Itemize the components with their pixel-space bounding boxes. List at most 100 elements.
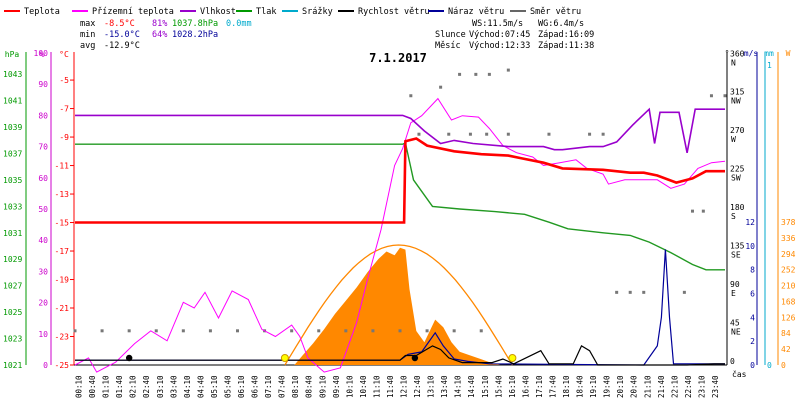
direction-tick-label: NW bbox=[731, 97, 741, 106]
solar-axis-unit: W bbox=[786, 49, 791, 58]
time-tick-label: 18:10 bbox=[562, 375, 571, 398]
wind-direction-dot bbox=[344, 329, 348, 333]
wind-tick-label: 8 bbox=[750, 266, 755, 275]
wind-direction-dot bbox=[682, 290, 686, 294]
solar-radiation-area bbox=[294, 247, 501, 365]
humidity-tick-label: 20 bbox=[38, 299, 48, 308]
direction-tick-label: 270 bbox=[730, 126, 745, 135]
temperature-tick-label: -19 bbox=[55, 276, 70, 285]
time-tick-label: 12:10 bbox=[400, 375, 409, 398]
sunrise-time: Východ:07:45 bbox=[469, 30, 530, 40]
time-tick-label: 14:40 bbox=[467, 375, 476, 398]
wind-speed-max: WS:11.5m/s bbox=[472, 19, 523, 29]
time-axis-label: čas bbox=[732, 369, 747, 379]
wind-direction-dot bbox=[371, 329, 375, 333]
time-tick-label: 12:40 bbox=[413, 375, 422, 398]
solar-tick-label: 84 bbox=[781, 329, 791, 338]
stats-min-temp: -15.0°C bbox=[104, 30, 140, 40]
time-tick-label: 15:40 bbox=[494, 375, 503, 398]
stats-max-hum: 81% bbox=[152, 19, 167, 29]
time-tick-label: 11:10 bbox=[372, 375, 381, 398]
wind-tick-label: 0 bbox=[750, 361, 755, 370]
pressure-axis-unit: hPa bbox=[5, 50, 20, 59]
time-tick-label: 09:40 bbox=[332, 375, 341, 398]
humidity-tick-label: 90 bbox=[38, 80, 48, 89]
wind-direction-dot bbox=[425, 329, 429, 333]
wind-direction-dot bbox=[458, 72, 462, 76]
sunrise-marker bbox=[280, 354, 289, 362]
humidity-tick-label: 80 bbox=[38, 111, 48, 120]
sun-moon-block: WS:11.5m/s WG:6.4m/s Slunce Východ:07:45… bbox=[435, 19, 594, 51]
sun-arc bbox=[284, 244, 513, 366]
wind-speed-line bbox=[75, 345, 725, 366]
rain-tick-label: 1 bbox=[767, 61, 772, 70]
direction-tick-label: 0 bbox=[730, 357, 735, 366]
humidity-tick-label: 10 bbox=[38, 330, 48, 339]
pressure-tick-label: 1021 bbox=[3, 361, 22, 370]
legend-label: Přízemní teplota bbox=[92, 7, 174, 17]
time-tick-label: 10:10 bbox=[345, 375, 354, 398]
time-tick-label: 06:10 bbox=[237, 375, 246, 398]
wind-direction-dot bbox=[691, 209, 694, 213]
moonrise-time: Východ:12:33 bbox=[469, 41, 530, 51]
direction-axis-unit: ° bbox=[725, 49, 730, 58]
solar-tick-label: 378 bbox=[781, 218, 796, 227]
wind-direction-dot bbox=[506, 132, 510, 136]
humidity-tick-label: 100 bbox=[34, 49, 49, 58]
time-tick-label: 17:40 bbox=[548, 375, 557, 398]
temperature-tick-label: -25 bbox=[55, 361, 70, 370]
chart-title: 7.1.2017 bbox=[369, 51, 427, 65]
wind-direction-dot bbox=[398, 329, 402, 333]
time-tick-label: 19:10 bbox=[589, 375, 598, 398]
direction-tick-label: 360 bbox=[730, 49, 745, 58]
pressure-tick-label: 1043 bbox=[3, 70, 22, 79]
temperature-tick-label: -5 bbox=[59, 76, 69, 85]
wind-axis-unit: m/s bbox=[744, 49, 759, 58]
direction-tick-label: SE bbox=[731, 251, 741, 260]
wind-direction-dot bbox=[236, 329, 239, 333]
stats-avg-label: avg bbox=[80, 41, 95, 51]
sunset-marker bbox=[508, 354, 517, 362]
time-tick-label: 10:40 bbox=[359, 375, 368, 398]
moonrise-marker bbox=[411, 354, 419, 362]
rain-tick-label: 0 bbox=[767, 361, 772, 370]
time-tick-label: 11:40 bbox=[386, 375, 395, 398]
wind-direction-dot bbox=[474, 72, 478, 76]
moonset-time: Západ:11:38 bbox=[538, 41, 594, 51]
time-tick-label: 20:40 bbox=[630, 375, 639, 398]
humidity-axis-unit: % bbox=[40, 50, 45, 59]
time-tick-label: 22:40 bbox=[684, 375, 693, 398]
wind-direction-dot bbox=[487, 72, 491, 76]
wind-direction-dot bbox=[615, 290, 619, 294]
wind-tick-label: 4 bbox=[750, 313, 755, 322]
wind-direction-dot bbox=[642, 290, 646, 294]
pressure-tick-label: 1029 bbox=[3, 255, 22, 264]
sun-label: Slunce bbox=[435, 30, 466, 40]
time-tick-label: 21:10 bbox=[643, 375, 652, 398]
direction-tick-label: N bbox=[731, 58, 736, 67]
pressure-tick-label: 1041 bbox=[3, 97, 22, 106]
solar-tick-label: 168 bbox=[781, 297, 796, 306]
wind-tick-label: 6 bbox=[750, 290, 755, 299]
wind-tick-label: 12 bbox=[745, 218, 755, 227]
legend-label: Tlak bbox=[256, 7, 276, 17]
time-tick-label: 05:10 bbox=[210, 375, 219, 398]
wind-direction-dot bbox=[709, 94, 713, 98]
stats-avg-temp: -12.9°C bbox=[104, 41, 140, 51]
time-tick-label: 07:10 bbox=[264, 375, 273, 398]
wind-direction-dot bbox=[452, 329, 456, 333]
wind-direction-dot bbox=[547, 132, 551, 136]
direction-tick-label: W bbox=[731, 135, 736, 144]
pressure-tick-label: 1033 bbox=[3, 202, 22, 211]
wind-direction-dot bbox=[468, 132, 472, 136]
moon-label: Měsíc bbox=[435, 41, 461, 51]
pressure-tick-label: 1031 bbox=[3, 229, 22, 238]
solar-tick-label: 0 bbox=[781, 361, 786, 370]
time-tick-label: 07:40 bbox=[278, 375, 287, 398]
wind-direction-dot bbox=[417, 132, 421, 136]
stats-max-press: 1037.8hPa bbox=[172, 19, 218, 29]
stats-max-rain: 0.0mm bbox=[226, 19, 252, 29]
time-tick-label: 22:10 bbox=[670, 375, 679, 398]
